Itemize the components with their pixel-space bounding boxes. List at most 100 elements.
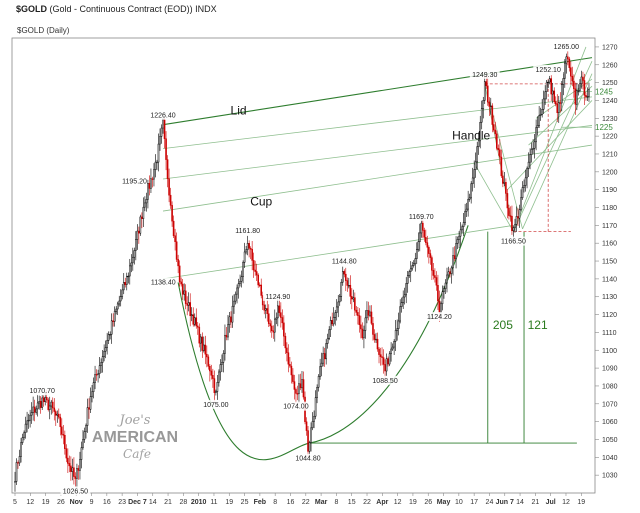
candle-body (586, 96, 589, 98)
candle-body (440, 303, 442, 313)
candle-body (160, 127, 163, 137)
candle-body (20, 442, 22, 457)
candle-body (215, 391, 217, 393)
candle-body (141, 216, 143, 219)
candle-body (94, 374, 96, 383)
candle-body (420, 222, 423, 234)
candle-body (230, 316, 232, 323)
candle-body (316, 387, 318, 398)
lid-channel-line (162, 144, 593, 212)
price-label-bg (200, 399, 231, 409)
candle-body (560, 84, 563, 104)
candle-body (553, 90, 556, 102)
y-tick-label: 1260 (602, 62, 618, 69)
candle-body (422, 222, 424, 231)
candle-body (249, 247, 252, 250)
candle-body (280, 312, 282, 318)
candle-body (391, 346, 394, 350)
candle-body (159, 136, 161, 145)
candle-body (122, 282, 125, 291)
candle-body (100, 362, 102, 366)
candle-body (378, 348, 380, 355)
candle-body (542, 98, 545, 110)
candle-body (348, 285, 350, 287)
price-label: 1166.50 (501, 239, 526, 246)
candle-body (396, 328, 398, 331)
candle-body (136, 230, 139, 240)
candle-body (113, 310, 116, 322)
candle-body (468, 197, 471, 200)
candle-body (431, 257, 433, 271)
candle-body (499, 149, 501, 158)
y-tick-label: 1030 (602, 473, 618, 480)
candle-body (346, 280, 349, 286)
candle-body (221, 362, 223, 365)
candle-body (544, 91, 546, 100)
candle-body (263, 304, 266, 311)
candle-body (186, 303, 188, 306)
candle-body (106, 340, 108, 348)
y-tick-label: 1210 (602, 151, 618, 158)
x-tick-label: 28 (179, 499, 187, 506)
candle-body (67, 457, 69, 464)
candle-body (307, 430, 309, 452)
candle-body (125, 276, 128, 285)
candle-body (557, 102, 560, 113)
candle-body (286, 347, 288, 353)
price-label-bg (551, 41, 582, 51)
candle-body (203, 344, 205, 351)
candle-body (277, 305, 279, 319)
candle-body (104, 347, 107, 352)
candle-body (429, 253, 432, 258)
candle-body (313, 415, 315, 422)
candle-body (551, 90, 554, 95)
candle-body (450, 267, 453, 274)
candle-body (349, 285, 352, 297)
candle-body (248, 243, 250, 249)
candle-body (83, 431, 86, 440)
candle-body (408, 271, 411, 277)
candle-body (388, 353, 391, 365)
candle-body (493, 124, 495, 131)
candle-body (251, 248, 253, 261)
price-label: 1138.40 (151, 280, 176, 287)
candle-body (562, 78, 565, 85)
price-label: 1252.10 (536, 67, 561, 74)
candle-body (458, 235, 460, 240)
y-tick-label: 1270 (602, 44, 618, 51)
price-label-bg (329, 256, 360, 266)
candle-body (512, 227, 515, 231)
candle-body (97, 373, 99, 375)
candle-body (36, 402, 39, 410)
y-tick-label: 1170 (602, 223, 617, 230)
candle-body (26, 420, 28, 425)
candle-body (372, 323, 374, 335)
candle-body (526, 168, 528, 179)
candle-body (127, 275, 130, 278)
candle-body (432, 270, 435, 276)
candle-body (189, 302, 192, 317)
candle-body (382, 357, 385, 365)
candle-body (91, 391, 93, 397)
candle-body (520, 197, 522, 210)
x-tick-label: 10 (455, 499, 463, 506)
candle-body (464, 210, 466, 223)
price-label: 1075.00 (203, 402, 228, 409)
candle-body (505, 182, 507, 194)
price-label-bg (406, 211, 437, 221)
candle-body (559, 102, 562, 104)
candle-body (341, 271, 344, 283)
candle-body (577, 90, 580, 92)
candle-body (556, 103, 559, 113)
candle-body (73, 467, 75, 477)
candle-body (68, 463, 71, 467)
candle-body (281, 317, 284, 324)
candle-body (550, 78, 553, 95)
candle-body (387, 358, 389, 365)
candle-body (219, 364, 222, 373)
candle-body (86, 407, 89, 426)
lid-channel-line (162, 125, 593, 180)
candle-body (58, 413, 60, 418)
candle-body (193, 317, 196, 325)
